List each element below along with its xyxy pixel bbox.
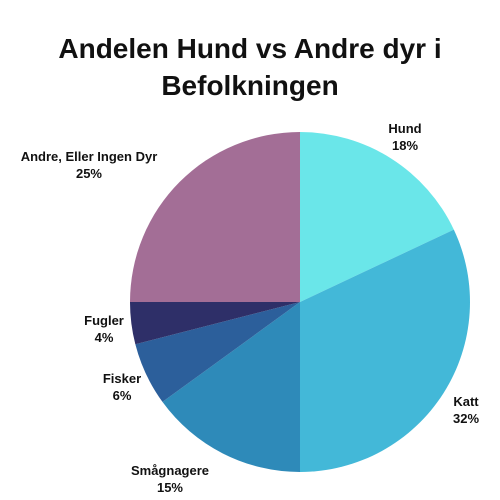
slice-percent: 4% <box>94 330 114 345</box>
slice-label-andre: Andre, Eller Ingen Dyr 25% <box>21 148 158 182</box>
slice-percent: 15% <box>156 480 184 495</box>
slice-percent: 6% <box>112 388 132 403</box>
pie-slice-hund <box>300 132 454 302</box>
slice-label-fugler: Fugler 4% <box>84 312 124 346</box>
pie-slice-sm-gnagere <box>162 302 300 472</box>
slice-percent: 18% <box>391 138 419 153</box>
slice-label-hund: Hund 18% <box>388 120 421 154</box>
slice-name: Hund <box>388 121 422 136</box>
pie-slice-andre-eller-ingen-dyr <box>130 132 300 302</box>
slice-percent: 32% <box>452 411 480 426</box>
pie-slice-katt <box>300 229 470 472</box>
slice-name: Fisker <box>102 371 142 386</box>
pie-slice-fisker <box>135 302 300 402</box>
slice-label-smagnagere: Smågnagere 15% <box>131 462 209 496</box>
slice-name: Smågnagere <box>130 463 210 478</box>
slice-label-katt: Katt 32% <box>453 393 479 427</box>
slice-name: Fugler <box>84 313 124 328</box>
pie-slice-fugler <box>130 302 300 345</box>
slice-percent: 25% <box>75 166 103 181</box>
slice-label-fisker: Fisker 6% <box>103 370 141 404</box>
chart-title: Andelen Hund vs Andre dyr i Befolkningen <box>58 33 442 101</box>
slice-name: Andre, Eller Ingen Dyr <box>20 149 158 164</box>
slice-name: Katt <box>453 394 479 409</box>
